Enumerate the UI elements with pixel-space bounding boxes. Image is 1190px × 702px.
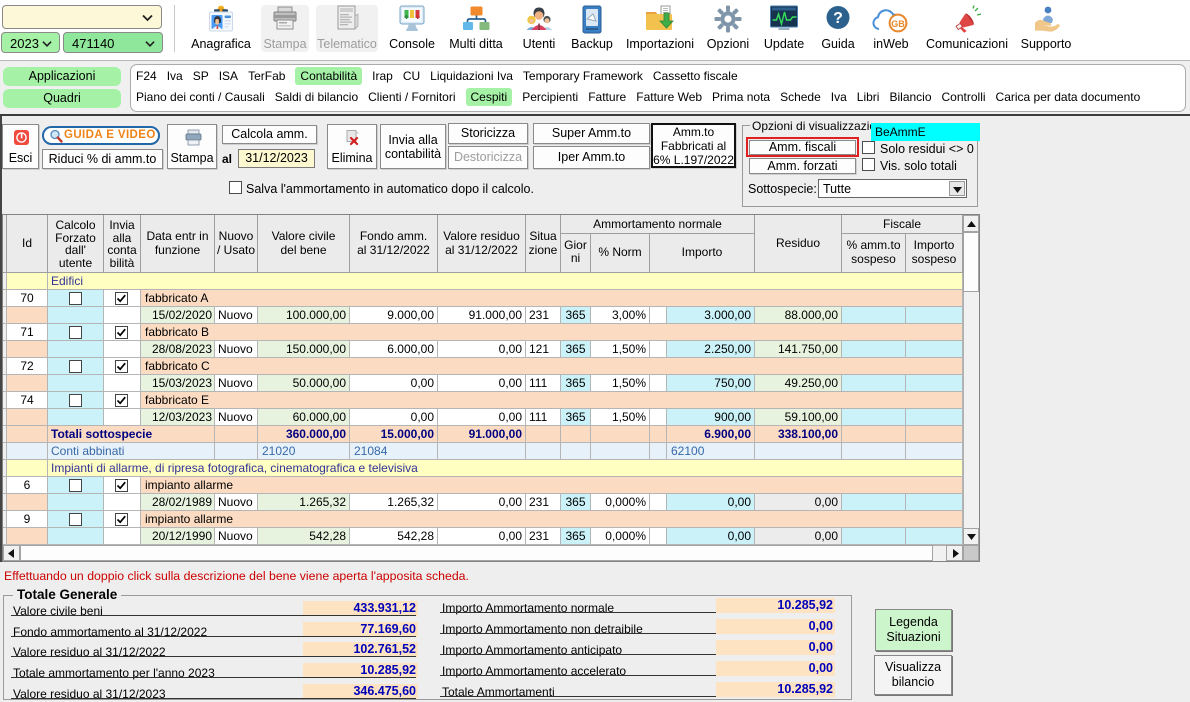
svg-text:GB: GB bbox=[891, 19, 905, 29]
svg-text:?: ? bbox=[833, 10, 843, 27]
